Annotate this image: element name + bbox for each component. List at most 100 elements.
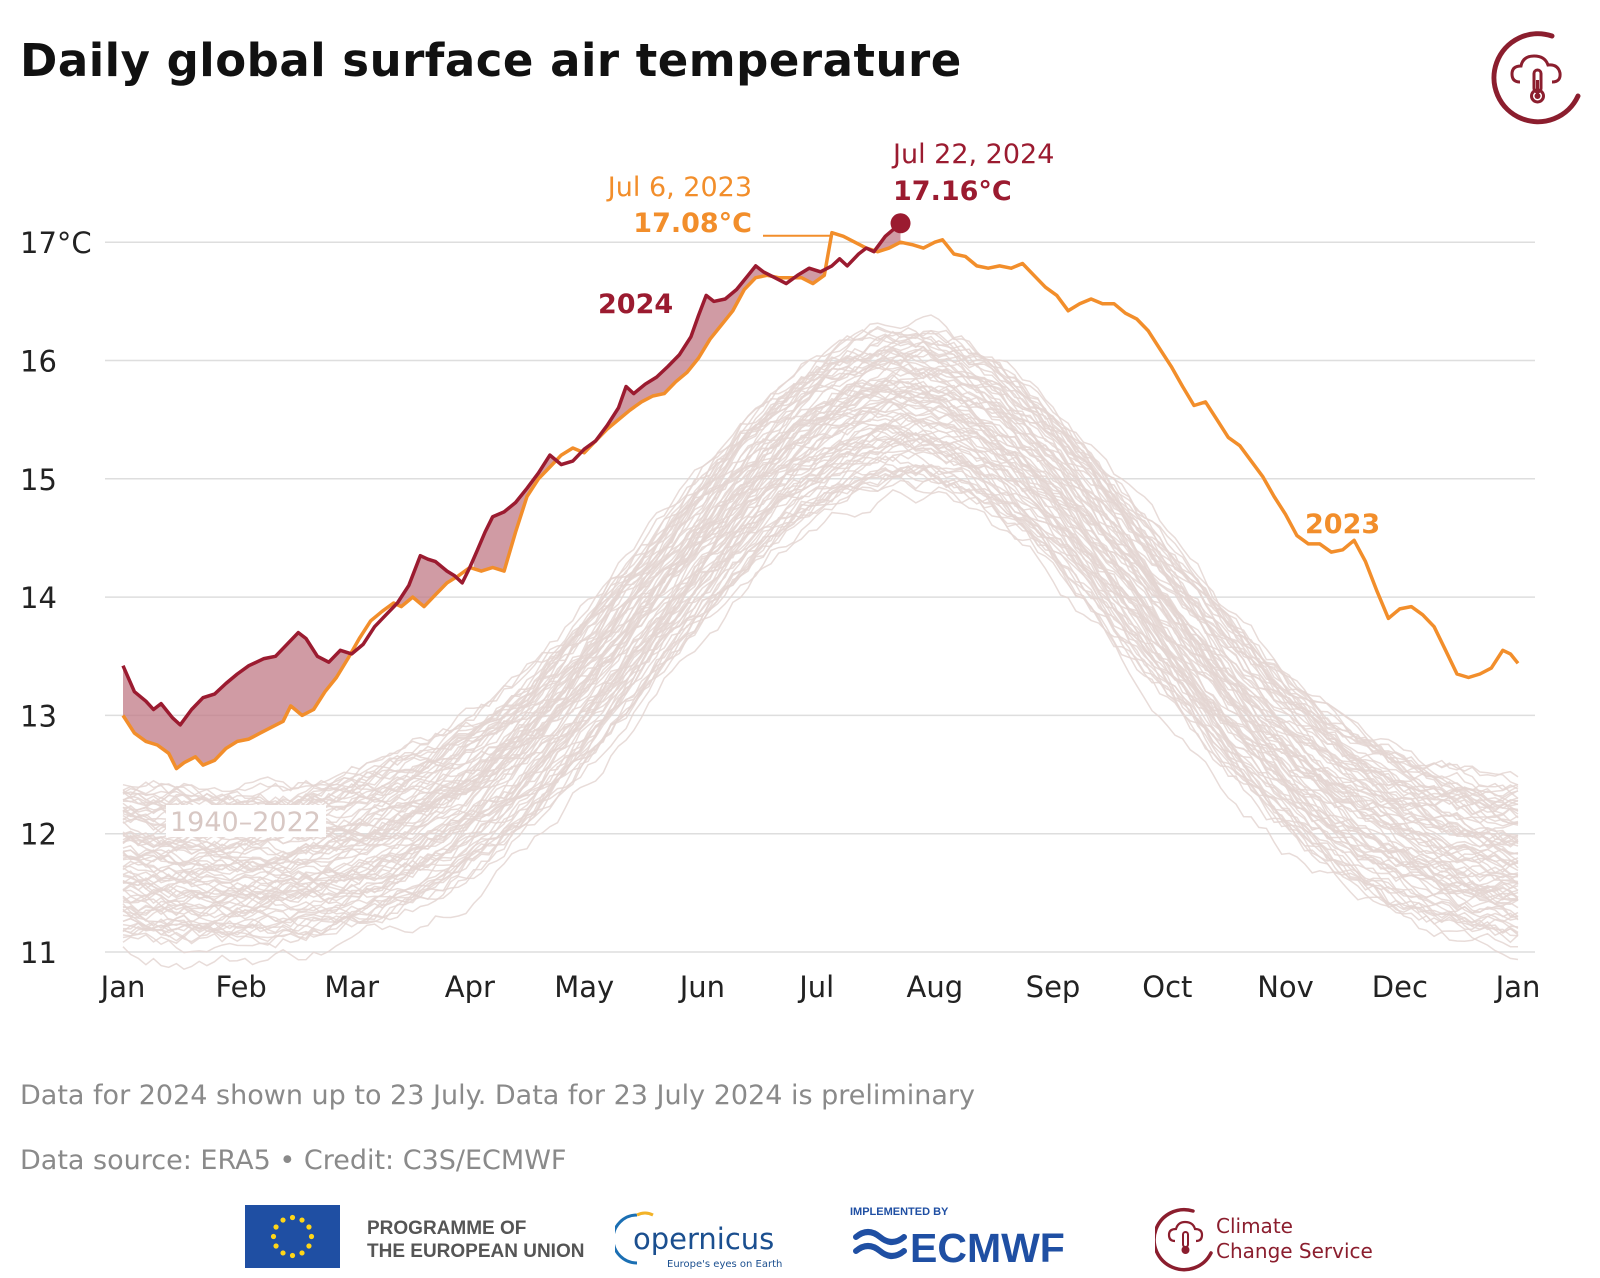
- series-label-2023: 2023: [1305, 509, 1380, 540]
- xtick-label-7: Aug: [907, 970, 964, 1004]
- xtick-label-2: Mar: [324, 970, 379, 1004]
- xtick-label-6: Jul: [797, 970, 834, 1004]
- history-line: [122, 466, 1519, 935]
- ytick-label-12: 12: [20, 818, 57, 852]
- ytick-label-15: 15: [20, 463, 57, 497]
- ecmwf-wordmark: ECMWF: [910, 1225, 1065, 1271]
- copernicus-wordmark: opernicus: [633, 1222, 774, 1256]
- c3s-label: Climate Change Service: [1216, 1214, 1373, 1264]
- history-line: [122, 466, 1519, 939]
- eu-star-icon: [299, 1250, 305, 1256]
- eu-programme-line2: THE EUROPEAN UNION: [367, 1241, 585, 1262]
- history-line: [122, 348, 1519, 838]
- label-layer: Jul 6, 2023 17.08°C Jul 22, 2024 17.16°C 202…: [166, 139, 1380, 838]
- eu-programme-label: PROGRAMME OF THE EUROPEAN UNION: [367, 1217, 584, 1263]
- copernicus-logo: opernicus Europe's eyes on Earth: [615, 1211, 782, 1270]
- history-line: [122, 362, 1519, 838]
- ytick-label-17: 17°C: [20, 226, 92, 260]
- history-line: [122, 367, 1519, 848]
- c3s-line1: Climate: [1216, 1214, 1293, 1238]
- xtick-label-11: Dec: [1372, 970, 1428, 1004]
- annotation-2023-date: Jul 6, 2023: [606, 172, 752, 203]
- series-layer: [121, 213, 1520, 771]
- history-line: [122, 463, 1519, 949]
- history-line: [122, 437, 1519, 928]
- xtick-label-10: Nov: [1257, 970, 1314, 1004]
- history-line: [122, 389, 1519, 872]
- history-line: [122, 390, 1519, 846]
- history-line: [122, 340, 1519, 817]
- c3s-header-logo-icon: [1491, 31, 1581, 125]
- eu-star-icon: [306, 1243, 312, 1249]
- peak-2024-marker: [890, 213, 911, 234]
- eu-star-icon: [273, 1243, 279, 1249]
- c3s-line2: Change Service: [1216, 1239, 1373, 1263]
- history-line: [122, 390, 1519, 869]
- xtick-label-1: Feb: [215, 970, 266, 1004]
- preliminary-data-note: Data for 2024 shown up to 23 July. Data …: [20, 1080, 975, 1111]
- temperature-chart: 11 12 13 14 15 16 17°C Jan Feb Mar Apr May Jun Jul Aug…: [20, 139, 1540, 1004]
- ecmwf-logo: IMPLEMENTED BY ECMWF: [850, 1206, 1065, 1271]
- eu-star-icon: [273, 1224, 279, 1230]
- xtick-label-4: May: [554, 970, 614, 1004]
- xtick-label-8: Sep: [1026, 970, 1081, 1004]
- history-line: [122, 463, 1519, 940]
- history-line: [122, 441, 1519, 927]
- history-line: [122, 432, 1519, 919]
- history-line: [122, 412, 1519, 891]
- eu-star-icon: [280, 1217, 286, 1223]
- xtick-label-9: Oct: [1142, 970, 1192, 1004]
- ecmwf-waves-icon: [853, 1229, 907, 1259]
- history-line: [122, 423, 1519, 901]
- xtick-label-5: Jun: [678, 970, 725, 1004]
- history-line: [122, 476, 1519, 945]
- eu-star-icon: [308, 1233, 315, 1240]
- history-line: [122, 379, 1519, 847]
- history-line: [122, 489, 1518, 971]
- history-line: [122, 382, 1519, 862]
- c3s-footer-logo-icon: [1155, 1207, 1213, 1272]
- ytick-label-13: 13: [20, 699, 57, 733]
- series-label-2024: 2024: [598, 289, 673, 320]
- eu-programme-line1: PROGRAMME OF: [367, 1218, 527, 1239]
- xtick-label-3: Apr: [445, 970, 495, 1004]
- ytick-label-11: 11: [20, 936, 57, 970]
- fill-segment: [473, 455, 554, 572]
- xtick-label-0: Jan: [99, 970, 146, 1004]
- eu-star-icon: [270, 1233, 277, 1240]
- chart-title: Daily global surface air temperature: [20, 34, 962, 87]
- annotation-2024-value: 17.16°C: [893, 176, 1012, 207]
- history-line: [122, 360, 1519, 830]
- history-line: [122, 413, 1519, 910]
- history-line: [122, 468, 1519, 925]
- history-lines-1940-2022: [122, 314, 1519, 971]
- eu-star-icon: [289, 1214, 296, 1221]
- eu-star-icon: [280, 1250, 286, 1256]
- fill-segment: [599, 265, 771, 437]
- grid-layer: 11 12 13 14 15 16 17°C Jan Feb Mar Apr May Jun Jul Aug…: [20, 226, 1540, 1004]
- history-label-box: [166, 805, 326, 837]
- xtick-label-12: Jan: [1494, 970, 1541, 1004]
- ecmwf-implemented-by: IMPLEMENTED BY: [850, 1206, 949, 1218]
- history-line: [122, 451, 1519, 932]
- annotation-2024-date: Jul 22, 2024: [891, 139, 1054, 170]
- series-line-2023: [121, 230, 1520, 771]
- annotation-2023-value: 17.08°C: [633, 208, 752, 239]
- eu-star-icon: [289, 1252, 296, 1259]
- history-line: [122, 341, 1519, 812]
- data-source-credit: Data source: ERA5 • Credit: C3S/ECMWF: [20, 1145, 567, 1176]
- history-line: [122, 329, 1519, 809]
- eu-flag-icon: [245, 1205, 340, 1268]
- history-line: [122, 416, 1519, 895]
- eu-star-icon: [299, 1217, 305, 1223]
- ytick-label-14: 14: [20, 581, 57, 615]
- history-line: [122, 387, 1519, 851]
- history-line: [122, 358, 1519, 841]
- fill-segment: [123, 632, 348, 769]
- history-line: [122, 330, 1519, 808]
- series-line-2024: [121, 221, 902, 727]
- history-label: 1940–2022: [170, 807, 321, 838]
- fill-segment: [397, 555, 455, 607]
- copernicus-tagline: Europe's eyes on Earth: [667, 1259, 782, 1270]
- eu-star-icon: [306, 1224, 312, 1230]
